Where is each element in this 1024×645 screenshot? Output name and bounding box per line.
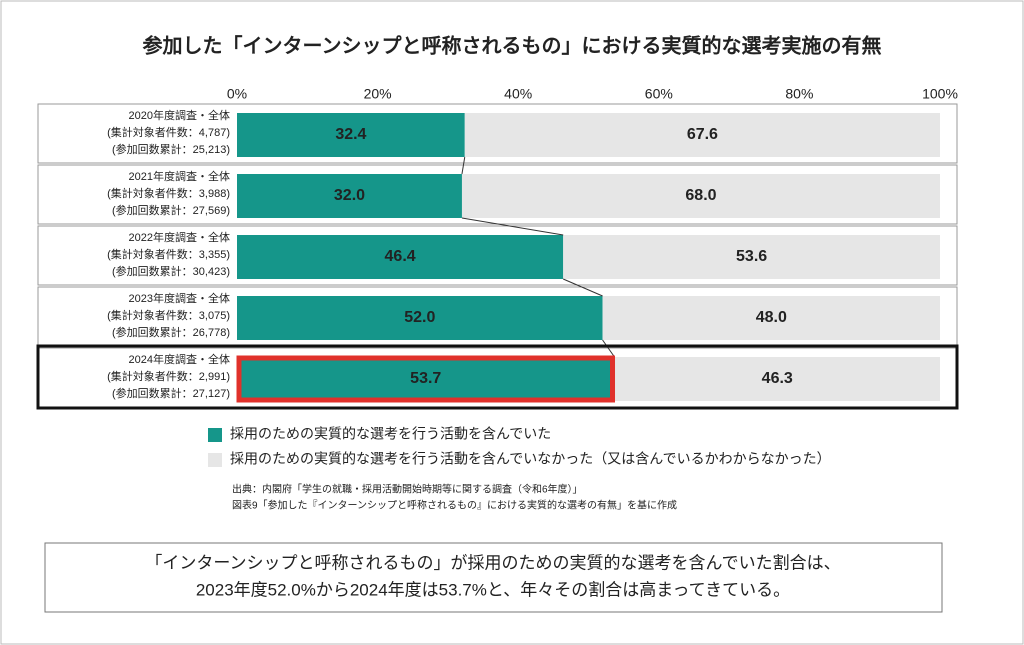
bar-segment [614,357,940,401]
category-label: (参加回数累計：27,127) [112,386,230,400]
connector [602,339,615,358]
x-tick-label: 20% [364,86,392,102]
category-label: 2023年度調査・全体 [129,291,230,305]
connector [461,217,564,236]
bar-segment [461,174,940,218]
connector [562,278,603,297]
x-tick-label: 60% [645,86,673,102]
bar-segment [237,235,564,279]
bar-segment [602,296,940,340]
category-label: (参加回数累計：25,213) [112,142,230,156]
value-label: 53.7 [410,370,441,387]
bar-segment [237,296,603,340]
category-label: 2022年度調査・全体 [129,230,230,244]
row-frame [37,103,958,164]
bar-segment [563,235,940,279]
category-label: (集計対象者件数：3,355) [107,247,230,261]
bar-segment [237,174,462,218]
category-label: (集計対象者件数：3,988) [107,186,230,200]
row-frame [37,225,958,286]
legend-label: 採用のための実質的な選考を行う活動を含んでいた [230,426,551,442]
category-label: (参加回数累計：30,423) [112,264,230,278]
x-tick-label: 40% [504,86,532,102]
value-label: 32.0 [334,187,365,204]
category-label: (集計対象者件数：3,075) [107,308,230,322]
value-label: 68.0 [685,187,716,204]
chart-title: 参加した「インターンシップと呼称されるもの」における実質的な選考実施の有無 [143,33,882,57]
bar-segment [237,113,465,157]
category-label: (集計対象者件数：4,787) [107,125,230,139]
category-label: (参加回数累計：27,569) [112,203,230,217]
value-label: 46.4 [385,248,416,265]
bar-segment [237,357,615,401]
value-label: 48.0 [756,309,787,326]
value-label: 53.6 [736,248,767,265]
x-tick-label: 0% [227,86,247,102]
source-text: 出典：内閣府「学生の就職・採用活動開始時期等に関する調査（令和6年度）」 [232,483,583,496]
highlight-row [36,344,959,410]
note-text: 「インターンシップと呼称されるもの」が採用のための実質的な選考を含んでいた割合は… [145,553,840,572]
category-label: (集計対象者件数：2,991) [107,369,230,383]
value-label: 46.3 [762,370,793,387]
x-tick-label: 80% [785,86,813,102]
category-label: 2020年度調査・全体 [129,108,230,122]
connector [461,156,466,175]
x-tick-label: 100% [922,86,958,102]
source-text: 図表9「参加した『インターンシップと呼称されるもの』における実質的な選考の有無」… [232,499,677,512]
legend-label: 採用のための実質的な選考を行う活動を含んでいなかった（又は含んでいるかわからなか… [230,451,831,467]
highlight-bar [236,355,616,403]
legend-swatch [208,453,222,467]
bar-segment [464,113,940,157]
category-label: 2024年度調査・全体 [129,352,230,366]
value-label: 52.0 [404,309,435,326]
category-label: 2021年度調査・全体 [129,169,230,183]
note-text: 2023年度52.0%から2024年度は53.7%と、年々その割合は高まってきて… [196,580,790,599]
legend-swatch [208,428,222,442]
note-box [44,542,943,613]
value-label: 67.6 [687,126,718,143]
value-label: 32.4 [335,126,366,143]
category-label: (参加回数累計：26,778) [112,325,230,339]
